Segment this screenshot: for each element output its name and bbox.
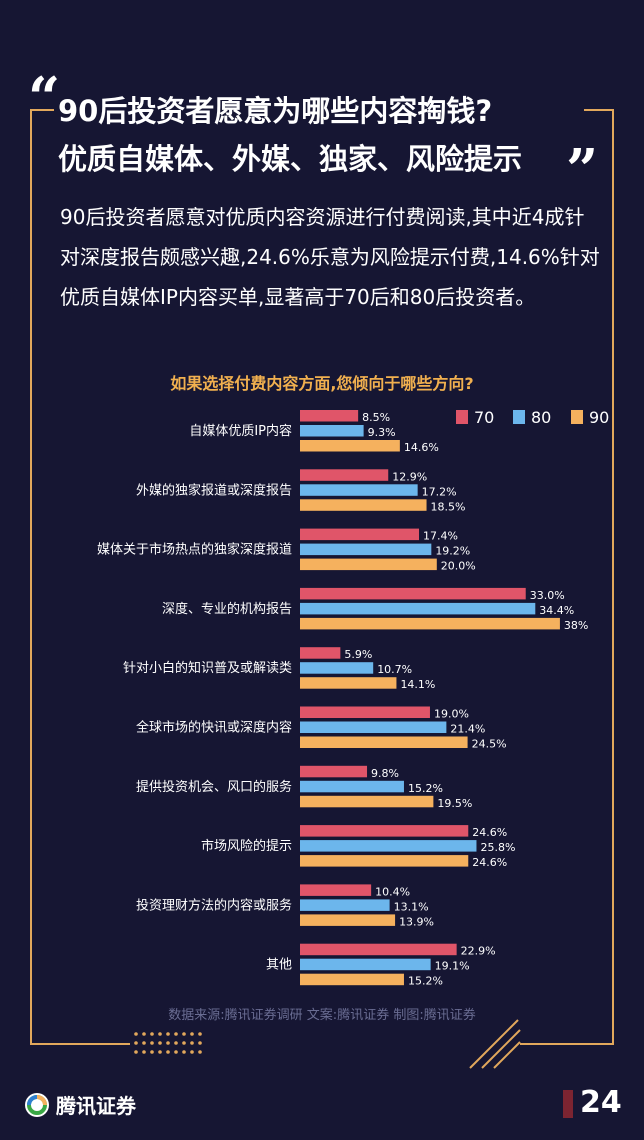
data-label-90: 38%: [564, 619, 588, 632]
data-label-80: 21.4%: [450, 723, 485, 736]
bar-chart: 70 80 90 自媒体优质IP内容 8.5% 9.3% 14.6% 外媒的独家报道或深度报告…: [97, 408, 609, 988]
close-quote-mark: ”: [566, 137, 599, 203]
data-label-90: 24.6%: [472, 856, 507, 869]
tencent-logo-icon: [25, 1092, 49, 1117]
chart-title: 如果选择付费内容方面,您倾向于哪些方向?: [170, 374, 474, 393]
data-label-80: 34.4%: [539, 604, 574, 617]
data-label-80: 25.8%: [480, 841, 515, 854]
data-label-80: 13.1%: [394, 900, 429, 913]
bar-90: [300, 499, 427, 511]
bar-70: [300, 410, 359, 422]
category-label: 外媒的独家报道或深度报告: [136, 482, 292, 498]
bar-90: [300, 795, 434, 808]
open-quote-mark: “: [28, 65, 61, 131]
data-label-70: 9.8%: [371, 767, 399, 780]
data-label-70: 19.0%: [434, 708, 469, 721]
frame-top-left: [30, 109, 54, 111]
category-label: 投资理财方法的内容或服务: [136, 897, 292, 913]
bar-80: [300, 543, 432, 556]
frame-top-right: [584, 109, 614, 111]
bar-90: [300, 440, 400, 452]
bar-90: [300, 855, 469, 867]
data-label-90: 18.5%: [431, 500, 466, 513]
data-label-80: 15.2%: [408, 782, 443, 795]
data-label-70: 22.9%: [461, 945, 496, 958]
data-label-90: 14.1%: [400, 678, 435, 691]
page-title-line2: 优质自媒体、外媒、独家、风险提示: [58, 142, 523, 176]
bar-90: [300, 677, 397, 689]
data-label-80: 19.2%: [435, 545, 470, 558]
data-label-80: 17.2%: [422, 485, 457, 498]
legend-swatch-80: [513, 410, 525, 424]
data-label-70: 12.9%: [392, 470, 427, 483]
category-label: 自媒体优质IP内容: [189, 423, 292, 439]
data-label-80: 10.7%: [377, 663, 412, 676]
legend-label-70: 70: [474, 408, 494, 427]
data-label-70: 8.5%: [362, 411, 390, 424]
category-label: 其他: [266, 958, 292, 973]
bar-80: [300, 899, 390, 911]
data-label-80: 9.3%: [368, 426, 396, 439]
bar-90: [300, 617, 560, 630]
data-label-70: 10.4%: [375, 885, 410, 898]
data-label-90: 13.9%: [399, 915, 434, 928]
bar-90: [300, 914, 396, 926]
bar-70: [300, 765, 368, 778]
bar-80: [300, 780, 404, 793]
frame-bottom-left: [30, 1043, 130, 1045]
page-number-bar: [563, 1090, 573, 1118]
bar-70: [300, 528, 420, 541]
legend-swatch-90: [571, 410, 583, 424]
bar-90: [300, 973, 404, 986]
bar-70: [300, 825, 469, 837]
category-label: 深度、专业的机构报告: [162, 601, 292, 617]
bar-80: [300, 484, 418, 496]
bar-70: [300, 943, 457, 956]
brand-logo: 腾讯证券: [24, 1090, 136, 1119]
category-label: 全球市场的快讯或深度内容: [136, 720, 292, 736]
page-title-line1: 90后投资者愿意为哪些内容掏钱?: [58, 94, 493, 128]
bar-80: [300, 840, 477, 852]
bar-70: [300, 469, 389, 481]
category-label: 市场风险的提示: [201, 838, 292, 854]
bar-70: [300, 587, 526, 600]
intro-paragraph: 90后投资者愿意对优质内容资源进行付费阅读,其中近4成针对深度报告颇感兴趣,24…: [60, 205, 600, 309]
frame-right: [612, 109, 614, 1045]
bar-80: [300, 662, 374, 674]
category-label: 针对小白的知识普及或解读类: [123, 660, 292, 676]
legend-swatch-70: [456, 410, 468, 424]
data-label-90: 19.5%: [437, 797, 472, 810]
frame-left: [30, 109, 32, 1045]
bar-70: [300, 647, 341, 659]
diagonal-lines-decoration: [469, 1019, 521, 1069]
bar-80: [300, 425, 364, 437]
legend-label-90: 90: [589, 408, 609, 427]
bar-70: [300, 706, 430, 718]
bar-90: [300, 558, 437, 571]
dot-grid-decoration: [134, 1032, 202, 1054]
legend-label-80: 80: [531, 408, 551, 427]
bar-90: [300, 736, 468, 748]
bar-80: [300, 958, 431, 971]
data-label-70: 24.6%: [472, 826, 507, 839]
data-label-90: 14.6%: [404, 441, 439, 454]
page-number: 24: [580, 1085, 622, 1120]
data-label-70: 5.9%: [344, 648, 372, 661]
frame-bottom-right: [520, 1043, 614, 1045]
data-label-70: 17.4%: [423, 530, 458, 543]
source-credit: 数据来源:腾讯证券调研 文案:腾讯证券 制图:腾讯证券: [168, 1008, 476, 1023]
data-label-90: 20.0%: [441, 560, 476, 573]
brand-name: 腾讯证券: [56, 1094, 136, 1118]
bar-70: [300, 884, 372, 896]
bar-80: [300, 721, 447, 733]
bar-80: [300, 602, 536, 615]
data-label-70: 33.0%: [530, 589, 565, 602]
data-label-90: 24.5%: [472, 738, 507, 751]
category-label: 媒体关于市场热点的独家深度报道: [97, 542, 292, 558]
data-label-80: 19.1%: [435, 960, 470, 973]
data-label-90: 15.2%: [408, 975, 443, 988]
category-label: 提供投资机会、风口的服务: [136, 779, 292, 795]
